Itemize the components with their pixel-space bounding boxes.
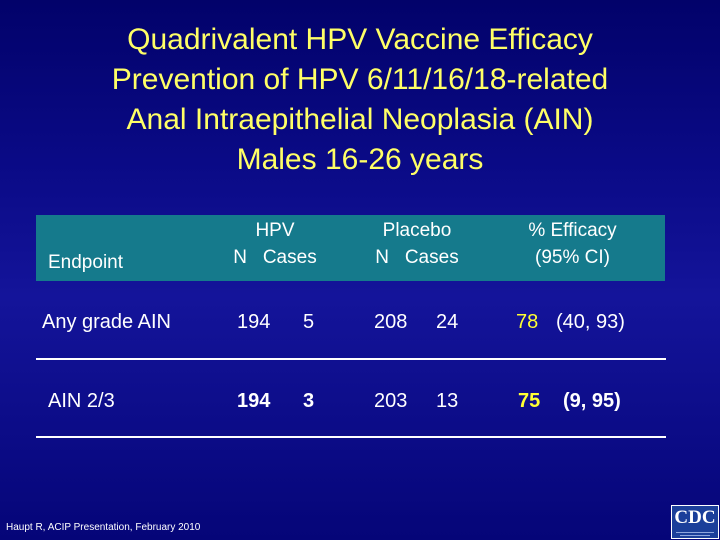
slide-title: Quadrivalent HPV Vaccine Efficacy Preven…	[0, 20, 720, 180]
cdc-logo-rule	[680, 535, 710, 536]
row-hpv-cases: 3	[303, 390, 315, 412]
row-efficacy: 78	[516, 311, 539, 333]
row-placebo-cases: 13	[436, 390, 459, 412]
header-hpv-columns: N Cases	[233, 247, 317, 268]
cdc-logo-rule	[676, 532, 714, 533]
title-line-2: Prevention of HPV 6/11/16/18-related	[111, 63, 609, 96]
title-line-3: Anal Intraepithelial Neoplasia (AIN)	[126, 103, 594, 136]
row-efficacy: 75	[518, 390, 541, 412]
row-hpv-n: 194	[237, 311, 271, 333]
row-placebo-n: 208	[374, 311, 408, 333]
header-placebo-columns: N Cases	[375, 247, 459, 268]
row-endpoint: AIN 2/3	[48, 390, 115, 412]
header-hpv-group: HPV	[255, 220, 295, 241]
table-header-band	[36, 215, 665, 281]
row-divider	[36, 358, 666, 360]
header-endpoint: Endpoint	[48, 252, 124, 273]
header-efficacy-group: % Efficacy	[528, 220, 617, 241]
source-citation: Haupt R, ACIP Presentation, February 201…	[6, 522, 201, 533]
row-hpv-n: 194	[237, 390, 271, 412]
cdc-logo-text: CDC	[674, 507, 716, 528]
row-divider	[36, 436, 666, 438]
header-placebo-group: Placebo	[382, 220, 452, 241]
row-ci: (9, 95)	[563, 390, 621, 412]
row-placebo-n: 203	[374, 390, 408, 412]
title-line-4: Males 16-26 years	[236, 143, 484, 176]
row-ci: (40, 93)	[556, 311, 625, 333]
row-placebo-cases: 24	[436, 311, 459, 333]
row-endpoint: Any grade AIN	[42, 311, 171, 333]
title-line-1: Quadrivalent HPV Vaccine Efficacy	[127, 23, 593, 56]
cdc-logo: CDC	[671, 505, 719, 539]
header-efficacy-ci: (95% CI)	[535, 247, 610, 268]
row-hpv-cases: 5	[303, 311, 315, 333]
